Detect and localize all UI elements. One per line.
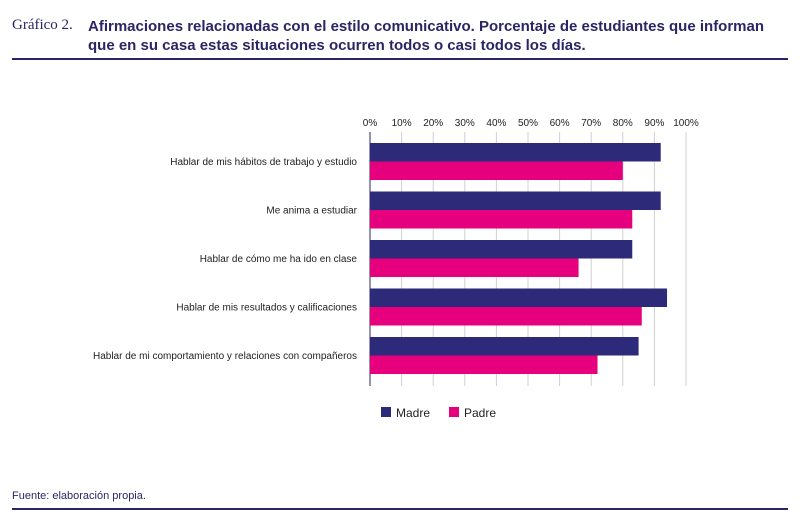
category-label: Hablar de cómo me ha ido en clase <box>200 254 358 265</box>
x-tick-label: 0% <box>363 118 378 129</box>
bar-padre <box>370 210 633 229</box>
bar-madre <box>370 288 668 307</box>
x-tick-label: 50% <box>518 118 538 129</box>
chart-number: Gráfico 2. <box>12 17 73 33</box>
x-tick-label: 10% <box>392 118 412 129</box>
bar-madre <box>370 191 661 210</box>
bar-padre <box>370 258 579 277</box>
bar-padre <box>370 355 598 374</box>
top-rule <box>12 58 788 60</box>
bar-padre <box>370 161 623 180</box>
x-tick-label: 70% <box>581 118 601 129</box>
legend-label-padre: Padre <box>464 406 496 420</box>
x-tick-label: 30% <box>455 118 475 129</box>
legend-swatch-padre <box>449 407 459 417</box>
category-label: Hablar de mi comportamiento y relaciones… <box>93 351 357 362</box>
bar-madre <box>370 143 661 162</box>
bar-padre <box>370 307 642 326</box>
category-label: Hablar de mis hábitos de trabajo y estud… <box>170 157 357 168</box>
bar-madre <box>370 240 633 259</box>
x-tick-label: 60% <box>550 118 570 129</box>
legend-label-madre: Madre <box>396 406 430 420</box>
x-tick-label: 40% <box>486 118 506 129</box>
x-tick-label: 100% <box>673 118 699 129</box>
category-label: Hablar de mis resultados y calificacione… <box>176 303 357 314</box>
source-note: Fuente: elaboración propia. <box>12 490 146 502</box>
chart-title: Afirmaciones relacionadas con el estilo … <box>88 18 765 54</box>
bar-madre <box>370 337 639 356</box>
category-label: Me anima a estudiar <box>266 206 357 217</box>
bottom-rule <box>12 508 788 510</box>
x-tick-label: 20% <box>423 118 443 129</box>
legend-swatch-madre <box>381 407 391 417</box>
x-tick-label: 80% <box>613 118 633 129</box>
x-tick-label: 90% <box>644 118 664 129</box>
